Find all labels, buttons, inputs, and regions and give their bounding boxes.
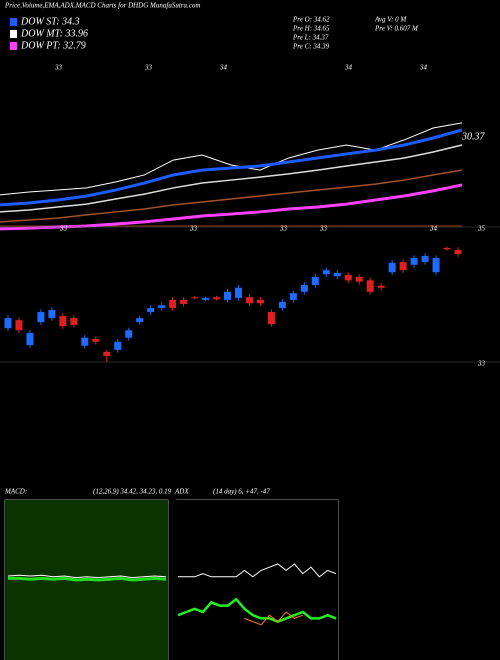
axis-label: 33: [59, 225, 68, 233]
axis-label: 34: [219, 64, 228, 72]
candle-body: [81, 337, 89, 346]
candle-body: [158, 305, 166, 308]
legend-label: DOW MT: 33.96: [20, 28, 88, 39]
candle-body: [355, 276, 363, 282]
legend-label: DOW ST: 34.3: [20, 16, 80, 27]
series-line: [0, 144, 463, 213]
candle-body: [410, 258, 418, 265]
legend-swatch: [10, 18, 17, 26]
candle-body: [300, 285, 308, 292]
series-line: [7, 574, 167, 579]
axis-label: 34: [344, 64, 353, 72]
axis-label: 33: [54, 64, 63, 72]
candle-body: [399, 262, 407, 271]
axis-label: 34: [429, 225, 438, 233]
series-line: [244, 611, 303, 626]
candle-body: [48, 310, 56, 319]
candle-body: [344, 274, 352, 281]
candle-body: [322, 270, 330, 275]
candle-body: [333, 272, 341, 277]
candle-body: [443, 247, 451, 250]
axis-label: 33: [144, 64, 153, 72]
legend-swatch: [10, 30, 17, 38]
candle-body: [169, 299, 177, 308]
candle-body: [37, 312, 45, 323]
series-line: [0, 128, 463, 207]
legend-swatch: [10, 42, 17, 50]
series-line: [178, 563, 337, 578]
candle-body: [366, 280, 374, 292]
candle-body: [147, 308, 155, 313]
candle-body: [70, 318, 78, 325]
axis-label: 34: [419, 64, 428, 72]
y-tick-label: 35: [477, 225, 486, 233]
panel-title: ADX: [174, 488, 189, 496]
candle-body: [311, 276, 319, 286]
info-text: Pre H: 34.65: [292, 25, 330, 33]
candle-body: [224, 291, 232, 300]
candle-body: [59, 316, 67, 327]
info-text: Pre V: 0.607 M: [374, 25, 419, 33]
info-text: Pre C: 34.39: [292, 43, 330, 51]
candle-body: [421, 256, 429, 263]
candle-body: [213, 297, 221, 300]
candle-body: [377, 285, 385, 288]
candle-body: [92, 339, 100, 342]
candle-body: [136, 318, 144, 323]
legend-label: DOW PT: 32.79: [20, 40, 86, 51]
panel-title: MACD:: [4, 488, 27, 496]
candle-body: [114, 341, 122, 350]
candle-body: [432, 258, 440, 273]
candle-body: [191, 297, 199, 299]
axis-label: 33: [189, 225, 198, 233]
axis-label: 33: [319, 225, 328, 233]
info-text: Pre L: 34.37: [292, 34, 329, 42]
info-text: Avg V: 0 M: [374, 16, 407, 24]
series-line: [8, 576, 167, 582]
candle-body: [289, 293, 297, 300]
candle-body: [245, 297, 253, 304]
candle-body: [125, 330, 133, 338]
series-line: [0, 122, 463, 196]
candle-body: [256, 299, 264, 304]
axis-label: 33: [279, 225, 288, 233]
candle-body: [267, 312, 275, 325]
candle-body: [234, 287, 242, 298]
series-line: [177, 597, 337, 623]
panel-subtitle: (12,26,9) 34.42, 34.23, 0.19: [93, 488, 172, 496]
page-title: Price,Volume,EMA,ADX,MACD Charts for DHD…: [4, 2, 200, 10]
y-tick-label: 33: [477, 360, 486, 368]
candle-body: [180, 299, 188, 304]
candle-body: [388, 262, 396, 273]
info-text: Pre O: 34.62: [292, 16, 330, 24]
candle-body: [4, 318, 12, 329]
panel-subtitle: (14 day) 6, +47, -47: [213, 488, 270, 496]
candle-body: [26, 332, 34, 346]
candle-body: [454, 249, 462, 254]
candle-body: [202, 297, 210, 300]
series-line: [0, 169, 463, 223]
candle-body: [15, 320, 23, 331]
candle-body: [103, 351, 111, 356]
annotation: 30.37: [461, 131, 486, 142]
candle-body: [278, 301, 286, 308]
series-line: [0, 183, 463, 231]
panel-background: [175, 500, 338, 660]
